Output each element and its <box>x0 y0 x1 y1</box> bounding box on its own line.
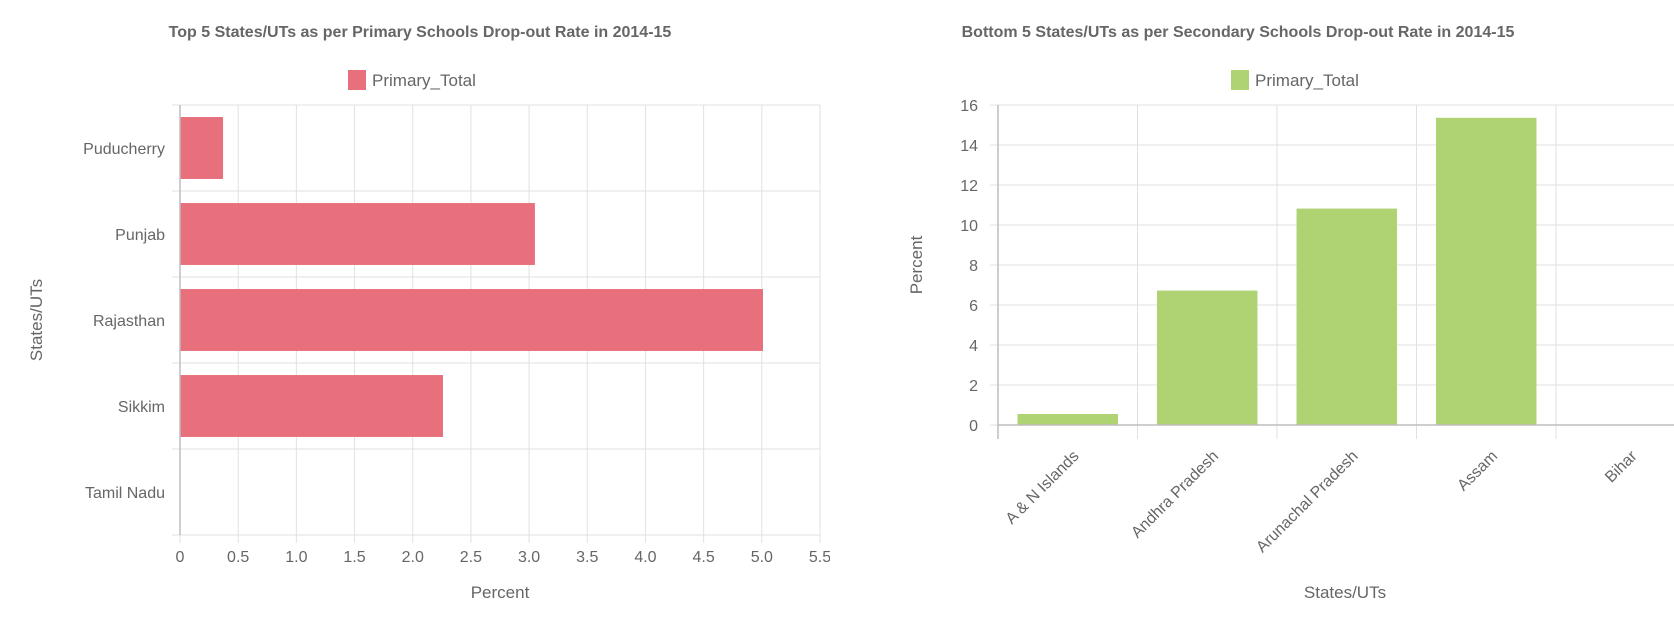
x-tick-label: 5.5 <box>809 549 830 566</box>
y-tick-label: 14 <box>960 138 978 155</box>
chart-title: Bottom 5 States/UTs as per Secondary Sch… <box>962 24 1515 41</box>
x-tick-label: 3.0 <box>518 549 540 566</box>
vertical-bar-chart: Bottom 5 States/UTs as per Secondary Sch… <box>907 24 1674 602</box>
x-tick-label: 4.5 <box>693 549 715 566</box>
x-tick-label: Arunachal Pradesh <box>1253 448 1361 556</box>
y-tick-label: Punjab <box>115 227 165 244</box>
x-tick-label: 1.5 <box>343 549 365 566</box>
y-tick-label: Rajasthan <box>93 313 165 330</box>
bar[interactable] <box>1017 414 1118 425</box>
y-tick-label: 6 <box>969 298 978 315</box>
x-tick-label: 0.5 <box>227 549 249 566</box>
y-axis-title: Percent <box>907 235 926 294</box>
top5-primary-dropout-chart: Top 5 States/UTs as per Primary Schools … <box>0 0 830 623</box>
bar[interactable] <box>180 375 443 437</box>
x-tick-label: 5.0 <box>751 549 773 566</box>
horizontal-bar-chart: Top 5 States/UTs as per Primary Schools … <box>27 24 830 602</box>
y-tick-label: 0 <box>969 418 978 435</box>
legend-label[interactable]: Primary_Total <box>1255 71 1359 90</box>
bar[interactable] <box>180 203 535 265</box>
x-axis-title: Percent <box>471 583 530 602</box>
x-tick-label: 4.0 <box>634 549 656 566</box>
legend-swatch[interactable] <box>1231 70 1249 90</box>
bar[interactable] <box>180 117 224 179</box>
bar[interactable] <box>1436 117 1537 426</box>
bar[interactable] <box>180 289 763 351</box>
y-tick-label: Puducherry <box>83 141 165 158</box>
y-tick-label: Sikkim <box>118 399 165 416</box>
x-axis-title: States/UTs <box>1304 583 1386 602</box>
y-tick-label: 10 <box>960 218 978 235</box>
y-tick-label: 8 <box>969 258 978 275</box>
chart-title: Top 5 States/UTs as per Primary Schools … <box>169 24 672 41</box>
bar[interactable] <box>1157 290 1258 425</box>
y-tick-label: 16 <box>960 98 978 115</box>
x-tick-label: 2.5 <box>460 549 482 566</box>
x-tick-label: 2.0 <box>402 549 424 566</box>
x-tick-label: Assam <box>1454 448 1501 495</box>
x-tick-label: 3.5 <box>576 549 598 566</box>
x-tick-label: Andhra Pradesh <box>1128 448 1222 542</box>
y-tick-label: 4 <box>969 338 978 355</box>
y-axis-title: States/UTs <box>27 279 46 361</box>
bar[interactable] <box>1296 208 1397 425</box>
y-tick-label: 2 <box>969 378 978 395</box>
y-tick-label: Tamil Nadu <box>85 485 165 502</box>
legend-label[interactable]: Primary_Total <box>372 71 476 90</box>
x-tick-label: A & N Islands <box>1003 448 1083 528</box>
x-tick-label: Bihar <box>1602 447 1641 486</box>
legend-swatch[interactable] <box>348 70 366 90</box>
y-tick-label: 12 <box>960 178 978 195</box>
bottom5-secondary-dropout-chart: Bottom 5 States/UTs as per Secondary Sch… <box>830 0 1674 623</box>
x-tick-label: 0 <box>176 549 185 566</box>
x-tick-label: 1.0 <box>285 549 307 566</box>
